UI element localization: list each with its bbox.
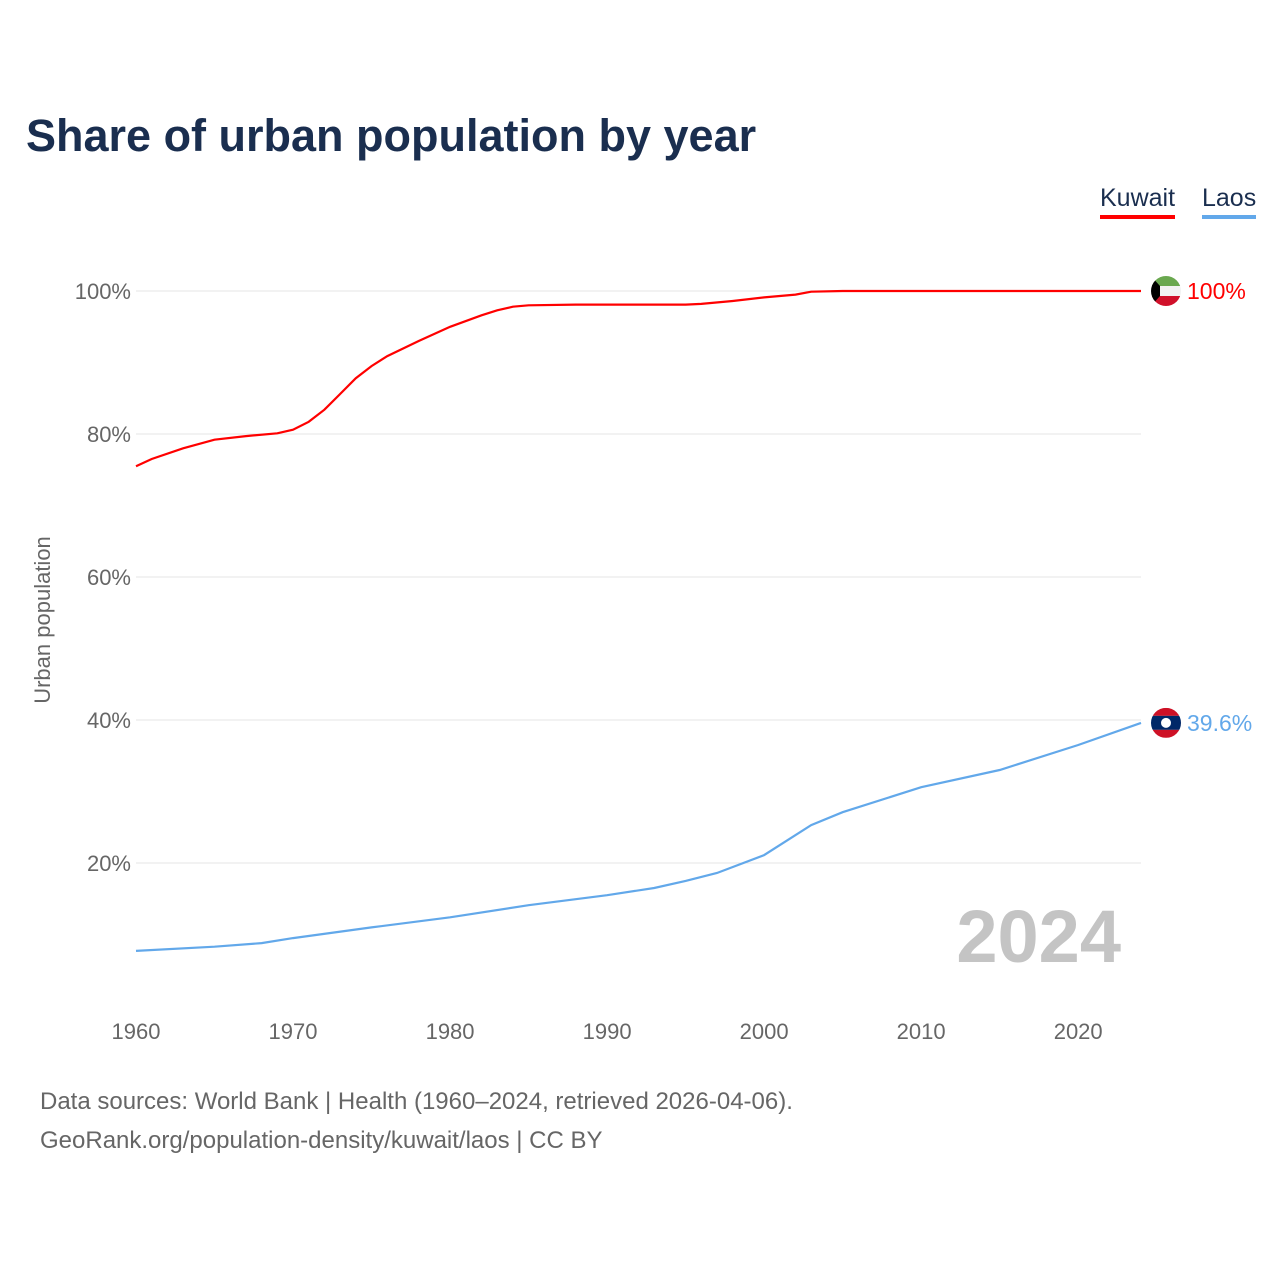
x-tick-label: 2010 — [897, 1019, 946, 1044]
x-tick-label: 2020 — [1054, 1019, 1103, 1044]
flag-laos-icon — [1151, 707, 1181, 738]
x-tick-label: 1960 — [112, 1019, 161, 1044]
x-tick-label: 1990 — [583, 1019, 632, 1044]
chart-title: Share of urban population by year — [26, 110, 757, 161]
footer-link[interactable]: GeoRank.org/population-density/kuwait/la… — [40, 1127, 603, 1154]
y-tick-label: 80% — [87, 422, 131, 447]
y-tick-label: 40% — [87, 708, 131, 733]
legend-laos[interactable]: Laos — [1202, 184, 1257, 219]
legend-kuwait[interactable]: Kuwait — [1100, 184, 1176, 219]
x-tick-label: 2000 — [740, 1019, 789, 1044]
y-axis-label: Urban population — [30, 536, 55, 704]
x-tick-label: 1980 — [426, 1019, 475, 1044]
x-tick-label: 1970 — [269, 1019, 318, 1044]
y-tick-label: 100% — [75, 279, 131, 304]
flag-kuwait-icon — [1151, 276, 1181, 306]
series-line-laos — [135, 721, 1142, 952]
year-label: 2024 — [956, 895, 1121, 978]
y-tick-label: 60% — [87, 565, 131, 590]
y-tick-label: 20% — [87, 851, 131, 876]
end-label-laos: 39.6% — [1187, 710, 1252, 736]
footer-source: Data sources: World Bank | Health (1960–… — [40, 1088, 793, 1115]
series-line-kuwait — [135, 289, 1141, 468]
end-label-kuwait: 100% — [1187, 278, 1246, 304]
